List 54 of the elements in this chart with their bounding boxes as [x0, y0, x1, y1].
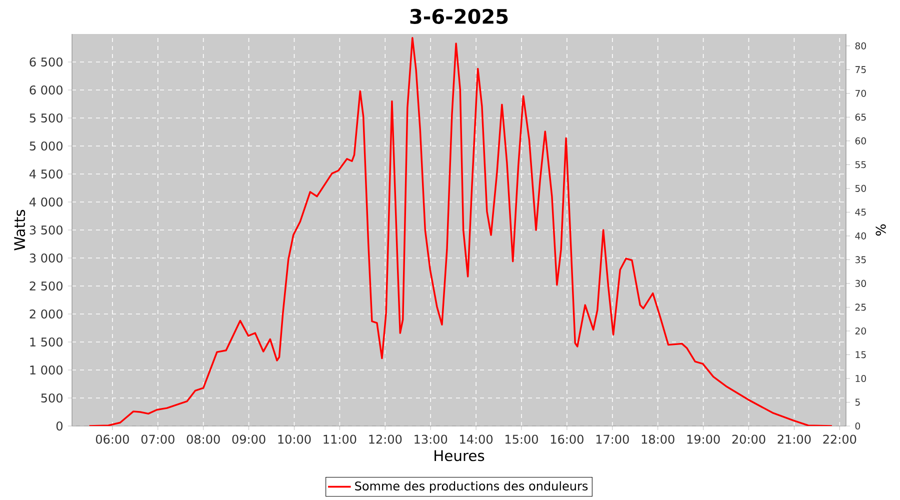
- x-tick-label: 06:00: [96, 434, 129, 444]
- x-tick-label: 13:00: [414, 434, 448, 444]
- x-tick-label: 14:00: [460, 434, 493, 444]
- y2-tick-label: 70: [856, 90, 866, 97]
- y2-tick-label: 10: [856, 374, 866, 382]
- x-tick-label: 09:00: [232, 434, 266, 444]
- x-tick-label: 10:00: [278, 434, 311, 444]
- y2-axis-title: %: [876, 224, 886, 236]
- y-tick-label: 5 000: [30, 141, 62, 151]
- y-tick-label: 1 500: [30, 337, 62, 347]
- y2-tick-label: 45: [855, 208, 866, 216]
- line-series: [88, 37, 833, 426]
- y-tick-label: 6 000: [30, 85, 62, 95]
- x-tick-label: 15:00: [506, 434, 538, 444]
- x-tick-label: 07:00: [141, 434, 174, 444]
- x-tick-label: 17:00: [596, 434, 629, 444]
- y2-tick-label: 60: [855, 137, 866, 144]
- y2-tick-label: 25: [855, 304, 866, 311]
- y-tick-label: 5 500: [30, 113, 62, 123]
- x-axis-title: Heures: [434, 450, 484, 462]
- y-tick-label: 2 500: [30, 281, 62, 291]
- legend-label: Somme des productions des onduleurs: [355, 481, 588, 493]
- y2-tick-label: 5: [855, 398, 860, 406]
- y2-tick-label: 30: [855, 280, 866, 287]
- y2-tick-label: 80: [855, 42, 866, 50]
- y-tick-label: 4 500: [30, 169, 62, 179]
- y2-tick-label: 65: [855, 114, 866, 121]
- x-tick-label: 21:00: [778, 434, 811, 444]
- y2-tick-label: 35: [855, 256, 866, 264]
- y-tick-label: 500: [41, 393, 62, 403]
- y-tick-label: 2 000: [30, 309, 62, 319]
- y2-tick-label: 0: [855, 422, 860, 430]
- y-tick-label: 3 500: [30, 225, 62, 235]
- x-tick-label: 20:00: [732, 434, 766, 444]
- x-tick-label: 16:00: [550, 434, 584, 444]
- y2-tick-label: 40: [855, 232, 866, 240]
- y-tick-label: 0: [56, 421, 62, 431]
- y-tick-label: 1 000: [30, 365, 62, 375]
- x-tick-label: 22:00: [823, 434, 856, 444]
- y-tick-label: 6 500: [30, 57, 62, 67]
- y-tick-label: 4 000: [30, 197, 62, 207]
- y2-tick-label: 50: [855, 184, 866, 192]
- x-tick-label: 19:00: [687, 434, 720, 444]
- y-tick-label: 3 000: [30, 253, 62, 263]
- x-tick-label: 12:00: [369, 434, 402, 444]
- y2-tick-label: 75: [856, 66, 866, 74]
- chart-title: 3-6-2025: [410, 8, 508, 24]
- x-tick-label: 08:00: [186, 434, 220, 444]
- x-tick-label: 18:00: [642, 434, 674, 444]
- y2-tick-label: 15: [856, 351, 866, 358]
- y2-tick-label: 20: [855, 327, 866, 334]
- x-tick-label: 11:00: [324, 434, 356, 444]
- y-axis-title: Watts: [14, 210, 26, 250]
- y2-tick-label: 55: [855, 161, 866, 168]
